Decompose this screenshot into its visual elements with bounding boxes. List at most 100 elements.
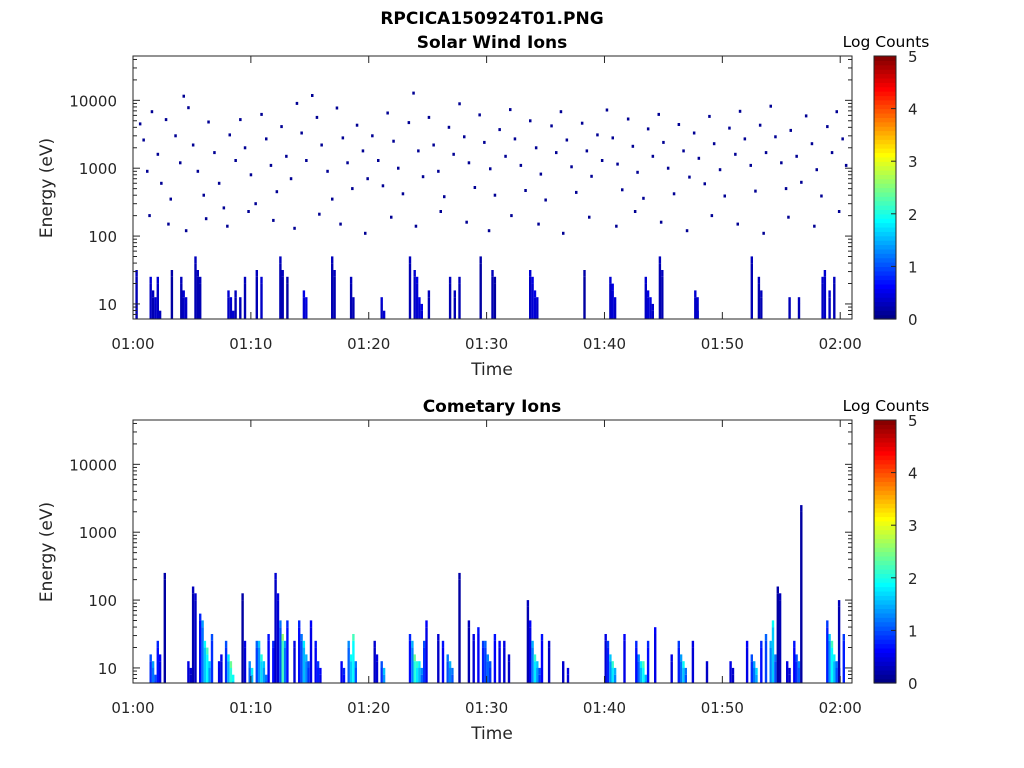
spectrogram-cell — [232, 317, 235, 319]
sparse-count-point — [473, 186, 477, 189]
sparse-count-point — [397, 166, 400, 170]
spectrogram-cell — [484, 647, 487, 683]
spectrogram-cell — [755, 674, 758, 683]
spectrogram-cell — [529, 270, 532, 277]
spectrogram-cell — [611, 667, 614, 683]
colorbar-tick-label: 0 — [908, 311, 918, 329]
sparse-count-point — [813, 224, 816, 228]
spectrogram-cell — [265, 681, 268, 683]
spectrogram-cell — [170, 276, 174, 319]
colorbar-segment — [874, 595, 896, 601]
spectrogram-cell — [774, 654, 777, 662]
spectrogram-cell — [472, 640, 475, 683]
spectrogram-cell — [467, 627, 471, 683]
spectrogram-cell — [380, 667, 383, 683]
colorbar-segment — [874, 178, 896, 184]
colorbar-segment — [874, 428, 896, 434]
spectrogram-cell — [503, 647, 506, 683]
colorbar-segment — [874, 604, 896, 610]
y-axis-label: Energy (eV) — [37, 138, 57, 238]
colorbar-segment — [874, 152, 896, 158]
colorbar-segment — [874, 222, 896, 228]
colorbar-segment — [874, 235, 896, 241]
sparse-count-point — [437, 169, 440, 173]
spectrogram-cell — [194, 593, 197, 601]
spectrogram-cell — [477, 634, 480, 683]
spectrogram-cell — [307, 667, 310, 683]
spectrogram-cell — [649, 297, 652, 304]
colorbar-segment — [874, 617, 896, 623]
sparse-count-point — [559, 110, 563, 114]
spectrogram-cell — [637, 654, 640, 662]
spectrogram-cell — [184, 297, 188, 304]
spectrogram-cell — [248, 661, 251, 668]
spectrogram-cell — [187, 661, 190, 668]
sparse-count-point — [339, 222, 342, 226]
colorbar-segment — [874, 112, 896, 118]
sparse-count-point — [837, 210, 841, 213]
spectrogram-cell — [286, 627, 289, 683]
sparse-count-point — [249, 173, 253, 177]
colorbar-segment — [874, 450, 896, 456]
spectrogram-cell — [458, 276, 461, 284]
colorbar-segment — [874, 424, 896, 430]
spectrogram-cell — [491, 276, 494, 319]
spectrogram-cell — [437, 634, 440, 641]
sparse-count-point — [364, 231, 367, 235]
spectrogram-cell — [538, 674, 541, 683]
spectrogram-cell — [187, 667, 190, 683]
spectrogram-cell — [234, 297, 237, 319]
spectrogram-cell — [203, 640, 207, 648]
colorbar-tick-label: 4 — [908, 101, 918, 119]
spectrogram-cell — [149, 276, 152, 284]
colorbar-tick-label: 2 — [908, 206, 918, 224]
spectrogram-cell — [423, 640, 426, 648]
colorbar-tick-label: 1 — [908, 622, 918, 640]
spectrogram-cell — [170, 270, 174, 277]
spectrogram-cell — [609, 283, 612, 319]
sparse-count-point — [300, 131, 303, 135]
spectrogram-cell — [489, 667, 492, 683]
spectrogram-cell — [776, 586, 779, 594]
spectrogram-cell — [526, 600, 530, 607]
colorbar-segment — [874, 455, 896, 461]
spectrogram-cell — [191, 593, 195, 683]
sparse-count-point — [795, 154, 798, 158]
colorbar-segment — [874, 314, 896, 320]
spectrogram-cell — [349, 654, 353, 662]
sparse-count-point — [142, 138, 145, 142]
spectrogram-cell — [531, 276, 534, 284]
spectrogram-cell — [149, 661, 152, 683]
sparse-count-point — [710, 214, 714, 218]
colorbar-frame — [873, 55, 897, 320]
spectrogram-cell — [194, 256, 197, 264]
spectrogram-cell — [778, 600, 782, 683]
spectrogram-cell — [493, 634, 497, 641]
spectrogram-cell — [210, 634, 214, 641]
spectrogram-cell — [302, 290, 306, 298]
colorbar-segment — [874, 582, 896, 588]
spectrogram-cell — [418, 297, 421, 304]
sparse-count-point — [269, 163, 273, 167]
spectrogram-cell — [677, 640, 680, 648]
colorbar-segment — [874, 569, 896, 575]
spectrogram-cell — [583, 270, 586, 277]
spectrogram-cell — [333, 270, 336, 277]
axes-frame — [132, 55, 853, 320]
spectrogram-cell — [529, 276, 532, 319]
sparse-count-point — [182, 94, 185, 98]
sparse-count-point — [537, 222, 540, 226]
sparse-count-point — [749, 163, 752, 167]
spectrogram-cell — [472, 634, 475, 641]
spectrogram-cell — [255, 640, 258, 648]
spectrogram-cell — [604, 634, 607, 641]
colorbar-segment — [874, 678, 896, 684]
spectrogram-cell — [420, 674, 423, 683]
spectrogram-cell — [453, 297, 456, 319]
spectrogram-cell — [279, 620, 282, 628]
spectrogram-cell — [750, 256, 753, 264]
spectrogram-cell — [196, 276, 199, 319]
spectrogram-cell — [420, 303, 423, 311]
sparse-count-point — [335, 106, 339, 110]
colorbar-segment — [874, 481, 896, 487]
